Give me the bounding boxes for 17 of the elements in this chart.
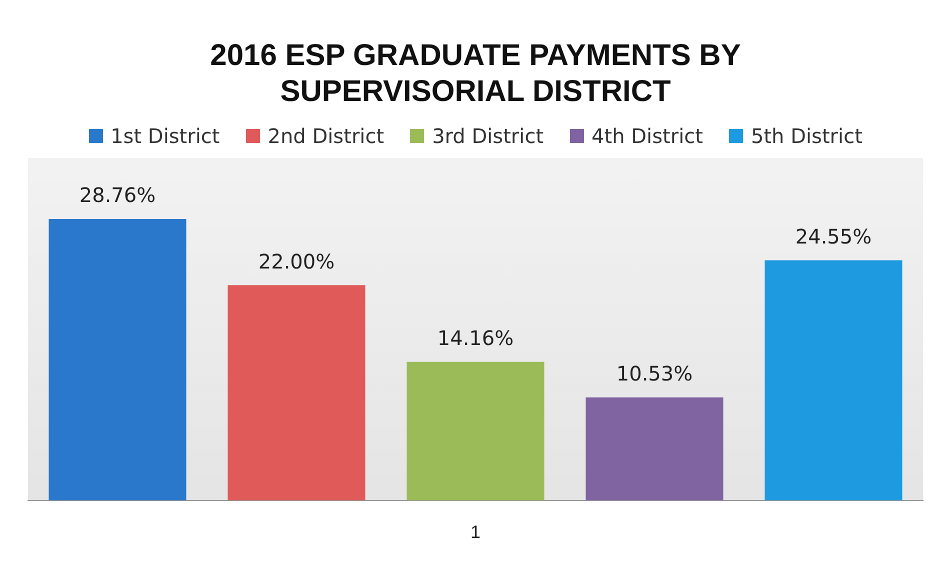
- bar: [228, 285, 366, 500]
- x-tick-label: 5th District: [750, 124, 862, 148]
- x-tick-label: 4th District: [592, 124, 703, 148]
- bar: [48, 219, 186, 500]
- bar: [764, 260, 902, 500]
- x-tick-label: 1st District: [110, 124, 220, 148]
- data-label: 14.16%: [437, 326, 514, 350]
- x-axis-title: 1: [470, 522, 481, 542]
- chart-title: 2016 ESP GRADUATE PAYMENTS BY SUPERVISORIAL DISTRICT: [209, 38, 742, 110]
- bar: [406, 362, 544, 500]
- data-label: 22.00%: [258, 249, 335, 274]
- data-label: 28.76%: [79, 183, 156, 208]
- data-label: 24.55%: [795, 224, 872, 248]
- x-tick-label: 2nd District: [268, 124, 384, 148]
- x-tick-label: 3rd District: [432, 124, 544, 148]
- data-label: 10.53%: [616, 362, 693, 386]
- bar: [586, 397, 724, 500]
